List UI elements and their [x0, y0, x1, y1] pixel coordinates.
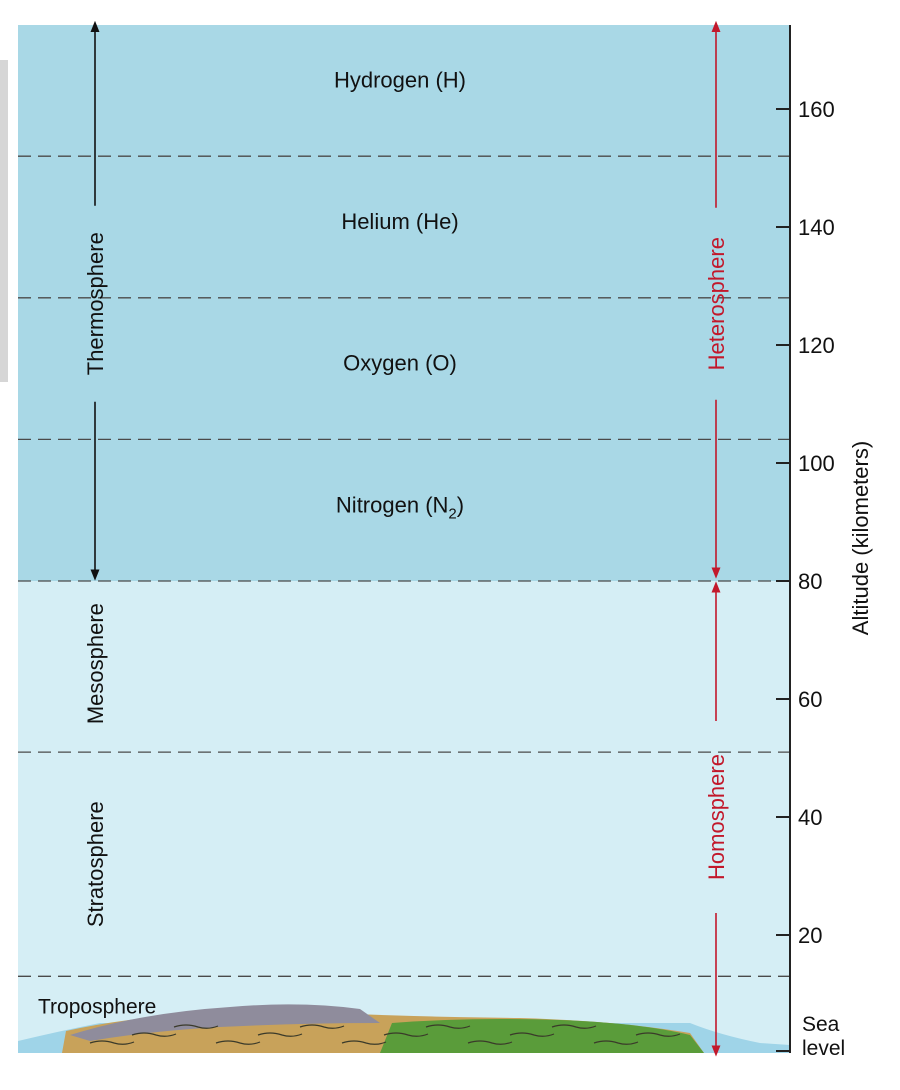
gas-layer-label: Hydrogen (H) — [334, 68, 466, 93]
terrain-texture-stroke — [341, 1040, 387, 1045]
left-margin-bar — [0, 60, 8, 382]
terrain-texture-stroke — [257, 1032, 303, 1037]
gas-layer-label: Helium (He) — [341, 209, 458, 234]
altitude-tick-label: 80 — [798, 569, 822, 594]
altitude-tick-label: 120 — [798, 333, 835, 358]
stratosphere-label: Stratosphere — [83, 801, 108, 927]
mesosphere-label: Mesosphere — [83, 603, 108, 724]
terrain-texture-stroke — [425, 1024, 471, 1029]
terrain-texture-stroke — [215, 1040, 261, 1045]
gas-layer-label: Nitrogen (N2) — [336, 492, 464, 522]
gas-layer-label: Oxygen (O) — [343, 351, 457, 376]
terrain-texture-stroke — [551, 1024, 597, 1029]
altitude-tick-label: 140 — [798, 215, 835, 240]
altitude-tick-label: 40 — [798, 805, 822, 830]
homosphere-label: Homosphere — [704, 754, 729, 880]
altitude-tick-label: 20 — [798, 923, 822, 948]
terrain-texture-stroke — [173, 1024, 219, 1029]
sea-level-label: Sea — [802, 1013, 840, 1036]
altitude-axis-title: Altitude (kilometers) — [848, 441, 873, 635]
mountain-range — [70, 1004, 380, 1041]
terrain-texture-stroke — [509, 1032, 555, 1037]
altitude-tick-label: 60 — [798, 687, 822, 712]
altitude-tick-label: 100 — [798, 451, 835, 476]
heterosphere-label: Heterosphere — [704, 237, 729, 370]
terrain-texture-stroke — [383, 1032, 429, 1037]
thermosphere-label: Thermosphere — [83, 232, 108, 375]
terrain-texture-stroke — [467, 1040, 513, 1045]
terrain-texture-stroke — [299, 1024, 345, 1029]
terrain-texture-stroke — [593, 1040, 639, 1045]
heterosphere-region — [18, 25, 790, 581]
altitude-tick-label: 160 — [798, 97, 835, 122]
terrain-texture-stroke — [635, 1032, 681, 1037]
terrain-texture-stroke — [131, 1032, 177, 1037]
troposphere-label: Troposphere — [38, 996, 156, 1019]
homosphere-region — [18, 581, 790, 1053]
sea-level-label: level — [802, 1037, 845, 1060]
terrain-texture-stroke — [89, 1040, 135, 1045]
